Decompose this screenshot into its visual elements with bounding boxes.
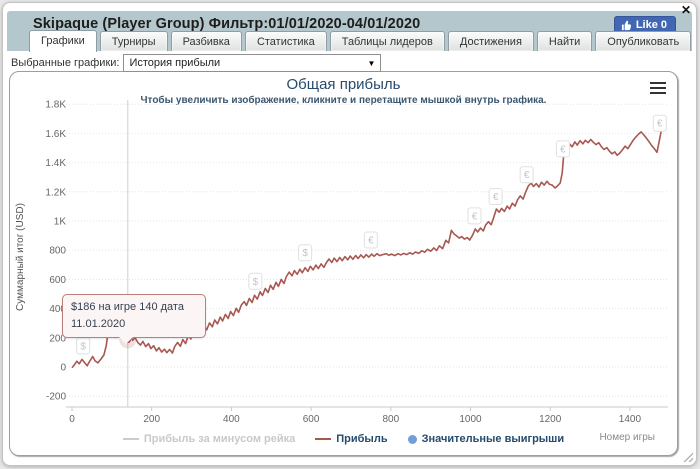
tab-2[interactable]: Турниры (99, 31, 168, 51)
y-tick-label: 600 (49, 275, 66, 286)
chart-tooltip: $186 на игре 140 дата 11.01.2020 (62, 294, 206, 345)
win-marker-badge (467, 207, 482, 225)
tooltip-line1: $186 на игре 140 дата (71, 301, 184, 313)
y-tick-label: 1.2K (45, 187, 66, 198)
close-icon[interactable]: ✕ (680, 3, 691, 17)
y-tick-label: 1.8K (45, 100, 66, 111)
win-marker-badge (248, 272, 263, 290)
resize-grip-icon[interactable] (681, 450, 693, 462)
legend-item-3[interactable]: Значительные выигрыши (407, 433, 565, 445)
tab-1[interactable]: Графики (29, 30, 97, 52)
legend-label: Прибыль за минусом рейка (143, 433, 296, 445)
x-tick-label: 1400 (619, 414, 642, 425)
y-tick-label: -200 (46, 392, 66, 403)
y-tick-label: 1K (54, 217, 67, 228)
y-axis-title: Суммарный итог (USD) (15, 203, 26, 311)
win-marker-badge (555, 140, 570, 158)
x-tick-label: 800 (382, 414, 399, 425)
graph-select-row: Выбранные графики: История прибыли ▼ (11, 54, 382, 72)
legend-item-2[interactable]: Прибыль (315, 433, 388, 445)
currency-symbol: $ (80, 341, 86, 352)
x-axis-title: Номер игры (599, 432, 655, 443)
currency-symbol: $ (302, 248, 308, 259)
thumb-up-icon (621, 20, 631, 30)
tab-8[interactable]: Опубликовать (595, 31, 692, 51)
win-marker-badge (519, 166, 534, 184)
legend-label: Значительные выигрыши (421, 433, 565, 445)
y-tick-label: 1.6K (45, 129, 66, 140)
window-header: Skipaque (Player Group) Фильтр:01/01/202… (7, 11, 694, 52)
y-tick-label: 400 (49, 304, 66, 315)
y-tick-label: 800 (49, 246, 66, 257)
x-tick-label: 200 (143, 414, 160, 425)
chart-subtitle: Чтобы увеличить изображение, кликните и … (140, 95, 547, 106)
graph-select-label: Выбранные графики: (11, 57, 120, 69)
chevron-down-icon: ▼ (367, 58, 376, 68)
currency-symbol: € (560, 144, 566, 155)
y-tick-label: 0 (60, 363, 66, 374)
x-tick-label: 400 (223, 414, 240, 425)
currency-symbol: € (472, 211, 478, 222)
tab-5[interactable]: Таблицы лидеров (329, 31, 445, 51)
currency-symbol: € (493, 192, 499, 203)
graph-select[interactable]: История прибыли ▼ (123, 54, 382, 72)
tab-6[interactable]: Достижения (447, 31, 534, 51)
x-tick-label: 600 (303, 414, 320, 425)
y-tick-label: 1.4K (45, 158, 66, 169)
legend-item-1[interactable]: Прибыль за минусом рейка (122, 433, 296, 445)
page-title: Skipaque (Player Group) Фильтр:01/01/202… (33, 16, 421, 32)
win-marker-badge (298, 244, 313, 262)
tab-7[interactable]: Найти (536, 31, 593, 51)
tab-3[interactable]: Разбивка (170, 31, 242, 51)
win-marker-badge (363, 231, 378, 249)
like-button-label: Like 0 (635, 19, 667, 31)
x-tick-label: 1200 (539, 414, 562, 425)
win-marker-badge (652, 114, 667, 132)
x-tick-label: 1000 (459, 414, 482, 425)
y-tick-label: 200 (49, 333, 66, 344)
chart-title: Общая прибыль (286, 76, 401, 93)
legend-line-icon (315, 438, 332, 440)
currency-symbol: € (524, 170, 530, 181)
tab-4[interactable]: Статистика (244, 31, 327, 51)
chart-legend: Прибыль за минусом рейка Прибыль Значитель… (10, 433, 677, 445)
win-marker-badge (488, 188, 503, 206)
graph-select-value: История прибыли (129, 57, 221, 69)
legend-circle-icon (407, 434, 417, 444)
legend-line-icon (122, 438, 139, 440)
tooltip-line2: 11.01.2020 (71, 318, 126, 331)
legend-label: Прибыль (336, 433, 388, 445)
currency-symbol: $ (253, 277, 259, 288)
currency-symbol: € (657, 119, 663, 130)
x-tick-label: 0 (69, 414, 75, 425)
hamburger-menu-icon[interactable] (650, 82, 666, 97)
chart-panel: Общая прибыль Чтобы увеличить изображени… (9, 71, 678, 456)
tab-bar: Графики Турниры Разбивка Статистика Таблицы … (29, 29, 694, 52)
currency-symbol: € (368, 235, 374, 246)
